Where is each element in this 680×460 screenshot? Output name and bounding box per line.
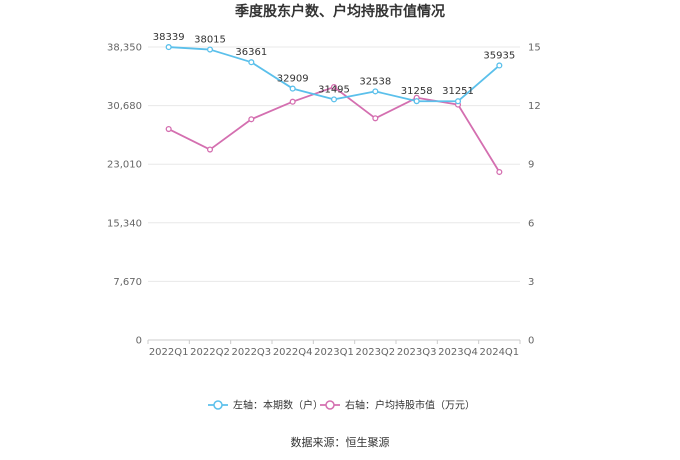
x-axis-tick-label: 2023Q4	[438, 347, 478, 358]
right-axis-tick-label: 3	[528, 277, 534, 288]
series-2-point[interactable]	[248, 116, 255, 123]
x-axis-tick-label: 2022Q4	[273, 347, 313, 358]
right-axis-tick-label: 0	[528, 336, 534, 347]
legend[interactable]: 左轴：本期数（户） 右轴：户均持股市值（万元）	[208, 399, 475, 412]
series-1-point[interactable]	[454, 98, 462, 105]
right-axis-tick-label: 6	[528, 218, 534, 229]
legend-label[interactable]: 左轴：本期数（户）	[233, 399, 323, 412]
axes: 0 0 7,670 3 15,340 6 23,010 9 30,680 12 38,350 15 20…	[107, 43, 541, 359]
series-1-point[interactable]	[248, 59, 255, 66]
data-source: 数据来源：恒生聚源	[291, 435, 390, 449]
series-1-point[interactable]	[289, 85, 296, 92]
chart-title: 季度股东户数、户均持股市值情况	[234, 3, 445, 20]
data-label: 31495	[318, 84, 350, 95]
data-label: 32538	[359, 76, 391, 87]
legend-label[interactable]: 右轴：户均持股市值（万元）	[345, 399, 475, 412]
legend-swatch-marker	[213, 400, 223, 410]
series-1-point[interactable]	[496, 62, 503, 69]
series-2-point[interactable]	[330, 83, 338, 91]
right-axis-tick-label: 15	[528, 43, 541, 54]
series-1-point[interactable]	[413, 98, 420, 105]
series-1-point[interactable]	[165, 44, 172, 51]
gridlines	[148, 46, 520, 282]
series-2-point[interactable]	[165, 125, 172, 133]
left-axis-tick-label: 30,680	[107, 101, 142, 112]
x-axis-tick-label: 2023Q2	[355, 347, 395, 358]
legend-swatch-marker	[325, 400, 335, 410]
data-label: 35935	[483, 50, 515, 61]
x-axis-tick-label: 2024Q1	[479, 347, 519, 358]
series-2-point[interactable]	[289, 98, 296, 105]
data-labels: 38339 38015 36361 32909 31495 32538 31258 31251…	[153, 32, 515, 97]
series-2-point[interactable]	[496, 168, 503, 176]
left-axis-tick-label: 0	[136, 336, 142, 347]
left-axis-tick-label: 15,340	[107, 218, 142, 229]
x-axis-tick-label: 2022Q1	[149, 347, 189, 358]
right-axis-tick-label: 12	[528, 101, 541, 112]
series-1-point[interactable]	[206, 46, 214, 53]
x-axis-tick-label: 2023Q3	[397, 347, 437, 358]
series-1-point[interactable]	[372, 88, 379, 95]
data-label: 38339	[153, 32, 185, 43]
left-axis-tick-label: 7,670	[113, 277, 142, 288]
right-axis-tick-label: 9	[528, 160, 534, 171]
series-1-point[interactable]	[330, 96, 338, 103]
data-label: 31251	[442, 86, 474, 97]
data-label: 32909	[277, 74, 309, 85]
series-2-point[interactable]	[372, 115, 379, 122]
left-axis-tick-label: 23,010	[107, 160, 142, 171]
data-label: 31258	[401, 86, 433, 97]
x-axis-tick-label: 2022Q2	[190, 347, 230, 358]
series-2-point[interactable]	[206, 146, 214, 153]
data-label: 36361	[235, 47, 267, 58]
data-label: 38015	[194, 35, 226, 46]
x-axis-tick-label: 2022Q3	[231, 347, 271, 358]
left-axis-tick-label: 38,350	[107, 43, 142, 54]
x-axis-tick-label: 2023Q1	[314, 347, 354, 358]
series	[165, 44, 503, 176]
